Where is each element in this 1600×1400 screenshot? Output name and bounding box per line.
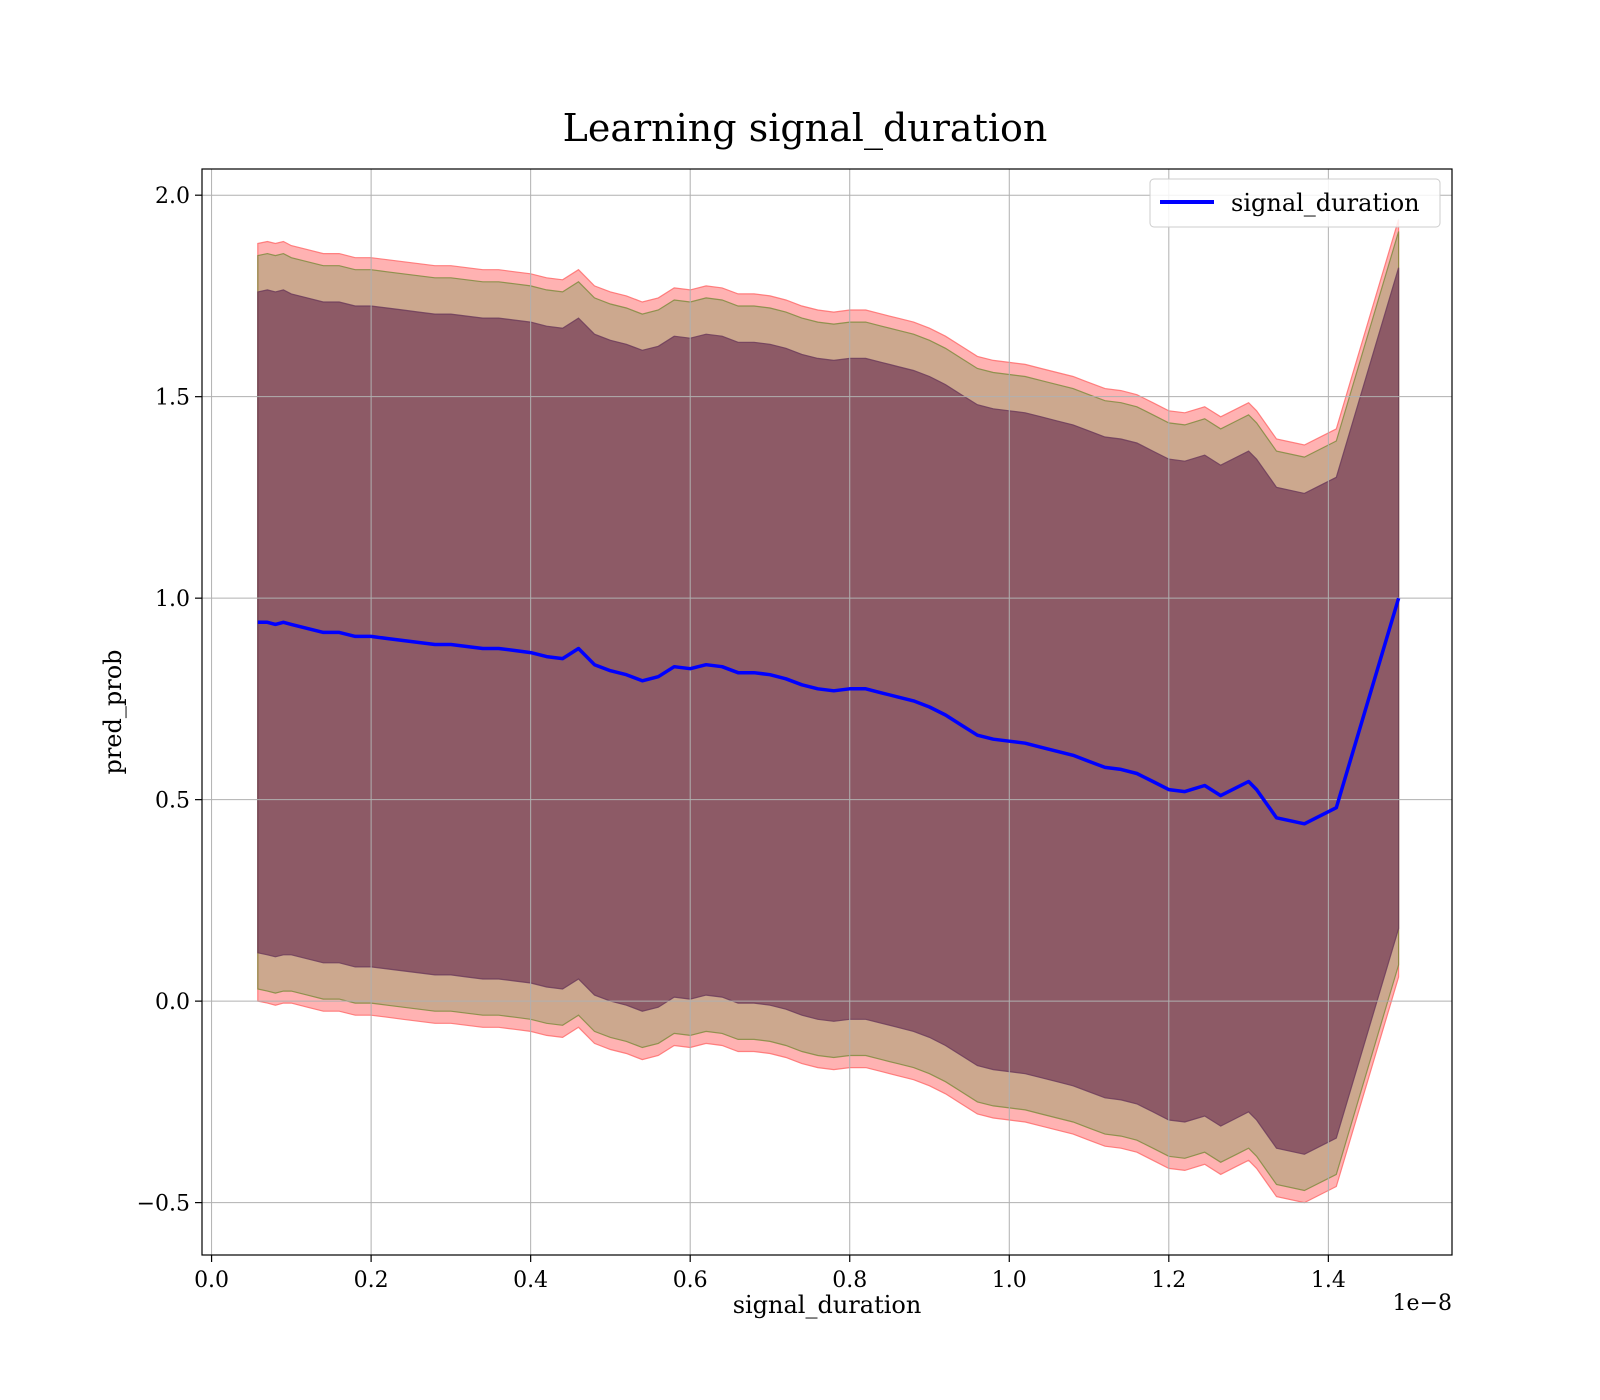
y-axis-ticks: −0.5 0.0 0.5 1.0 1.5 2.0 [137, 184, 202, 1217]
y-axis-label: pred_prob [99, 649, 127, 774]
series-line [257, 597, 1401, 826]
x-axis-ticks: 0.0 0.2 0.4 0.6 0.8 1.0 1.2 1.4 [194, 1255, 1346, 1293]
plot-frame [201, 168, 1453, 1256]
x-tick-label: 0.2 [354, 1268, 389, 1293]
legend-box [1149, 178, 1441, 228]
series-lines [257, 597, 1401, 826]
legend: signal_duration [1149, 178, 1441, 228]
chart-title: Learning signal_duration [563, 106, 1048, 151]
x-axis-offset-text: 1e−8 [1393, 1291, 1452, 1316]
x-tick-label: 0.4 [513, 1268, 548, 1293]
x-axis-label: signal_duration [733, 1291, 922, 1319]
confidence-bands [257, 219, 1400, 1204]
grid [202, 169, 1452, 1255]
y-tick-label: 2.0 [155, 184, 190, 209]
x-tick-label: 1.4 [1311, 1268, 1346, 1293]
x-tick-label: 0.6 [673, 1268, 708, 1293]
plot-area [201, 168, 1453, 1256]
confidence-band-3 [257, 267, 1400, 1155]
y-tick-label: 1.5 [155, 386, 190, 411]
y-tick-label: 0.5 [155, 789, 190, 814]
y-tick-label: 0.0 [155, 990, 190, 1015]
x-tick-label: 0.0 [194, 1268, 229, 1293]
y-tick-label: 1.0 [155, 587, 190, 612]
x-tick-label: 0.8 [832, 1268, 867, 1293]
legend-label: signal_duration [1231, 189, 1420, 217]
x-tick-label: 1.2 [1151, 1268, 1186, 1293]
x-tick-label: 1.0 [992, 1268, 1027, 1293]
y-tick-label: −0.5 [137, 1192, 190, 1217]
